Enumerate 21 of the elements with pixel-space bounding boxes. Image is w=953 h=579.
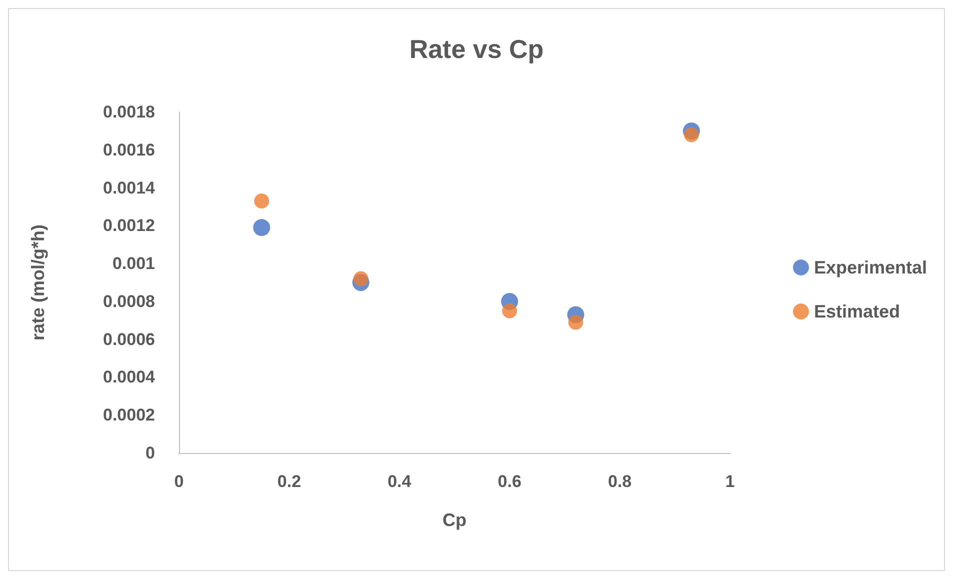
y-tick-label: 0.0006 [103, 330, 155, 349]
y-tick-label: 0.0018 [103, 102, 155, 122]
chart-title: Rate vs Cp [409, 34, 544, 64]
x-tick-label: 0.6 [498, 472, 522, 491]
y-tick-label: 0.0014 [103, 178, 156, 198]
x-tick-label: 0.2 [277, 472, 302, 491]
y-axis-title: rate (mol/g*h) [28, 224, 48, 341]
legend-label: Estimated [814, 302, 900, 322]
y-tick-label: 0.001 [112, 254, 155, 274]
legend-label: Experimental [814, 258, 927, 278]
x-tick-label: 0 [174, 472, 184, 491]
y-tick-label: 0.0008 [103, 292, 155, 311]
y-tick-label: 0.0012 [103, 216, 155, 236]
x-tick-label: 0.4 [388, 472, 412, 491]
y-tick-label: 0.0016 [103, 140, 155, 160]
x-tick-label: 1 [725, 472, 735, 491]
y-tick-label: 0.0002 [103, 406, 155, 425]
y-tick-label: 0 [146, 444, 155, 462]
x-tick-label: 0.8 [608, 472, 632, 491]
x-axis-title: Cp [442, 510, 466, 530]
y-tick-label: 0.0004 [103, 368, 156, 387]
